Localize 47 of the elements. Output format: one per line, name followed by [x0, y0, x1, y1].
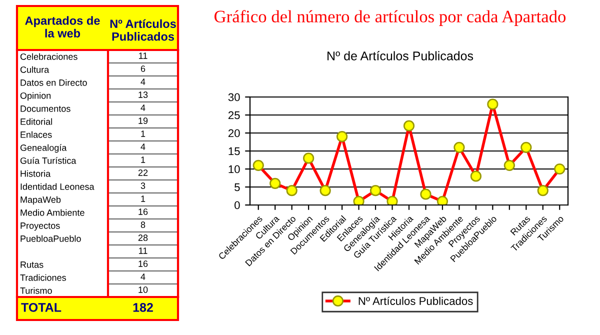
- y-tick-label: Documentos: [20, 106, 70, 112]
- data-label: 11: [139, 248, 148, 254]
- y-tick-label: Enlaces: [20, 131, 52, 138]
- data-label: 13: [138, 92, 148, 98]
- y-tick-label: Tradiciones: [20, 274, 66, 281]
- y-tick-label: Guía Turística: [20, 157, 76, 164]
- y-tick-label: MapaWeb: [20, 196, 61, 205]
- data-label: 8: [140, 222, 146, 228]
- y-tick-label: Celebraciones: [20, 53, 78, 60]
- data-label: 4: [140, 78, 146, 85]
- data-label: 22: [138, 170, 148, 176]
- data-label: 16: [138, 260, 148, 267]
- chart-subtitle: Nº de Artículos Publicados: [328, 51, 474, 60]
- data-label: 28: [138, 234, 148, 241]
- y-tick-label: 20: [228, 129, 240, 138]
- y-tick-label: Editorial: [20, 118, 52, 125]
- y-tick-label: Genealogía: [20, 144, 67, 153]
- y-tick-label: 25: [228, 111, 240, 120]
- data-label: 3: [140, 182, 146, 189]
- y-tick-label: Identidad Leonesa: [20, 183, 94, 190]
- data-label: 4: [140, 274, 146, 280]
- text: 182: [133, 303, 153, 312]
- data-label: 1: [141, 130, 146, 137]
- text: Apartados de la web: [25, 16, 100, 38]
- y-tick-label: Cultura: [20, 66, 50, 73]
- y-tick-label: 5: [234, 183, 240, 192]
- y-tick-label: Datos en Directo: [20, 79, 87, 86]
- data-label: 16: [138, 208, 148, 215]
- y-tick-label: Medio Ambiente: [20, 209, 84, 216]
- data-label: 11: [139, 52, 148, 59]
- data-label: 10: [138, 286, 148, 293]
- y-tick-label: Historia: [20, 170, 51, 177]
- text: TOTAL: [21, 303, 62, 312]
- legend-label: Nº Artículos Publicados: [358, 296, 473, 305]
- y-tick-label: 10: [228, 165, 240, 174]
- data-label: 4: [140, 104, 146, 111]
- y-tick-label: 30: [228, 93, 240, 102]
- y-tick-label: 0: [234, 201, 240, 210]
- y-tick-label: Opinion: [20, 92, 51, 101]
- data-label: 4: [140, 144, 146, 150]
- y-tick-label: 15: [228, 147, 240, 156]
- data-label: 19: [138, 118, 148, 124]
- data-label: 1: [141, 196, 146, 202]
- data-label: 1: [141, 156, 146, 163]
- data-label: 6: [140, 66, 146, 72]
- chart-title: Gráfico del número de artículos por cada Apartado: [214, 10, 566, 26]
- y-tick-label: Turismo: [20, 287, 52, 294]
